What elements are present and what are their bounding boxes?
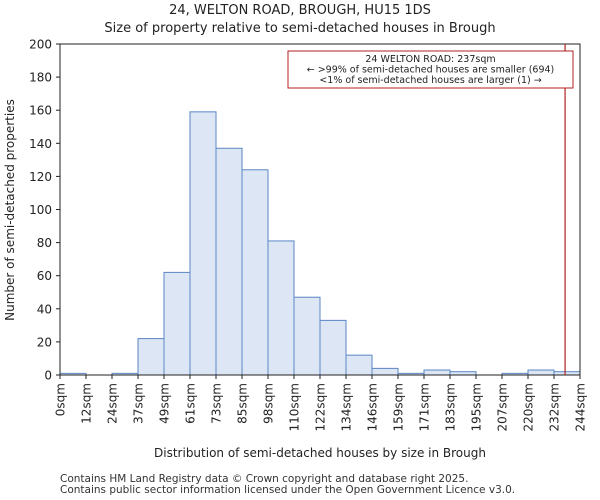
- footer-licence: Contains public sector information licen…: [60, 484, 516, 496]
- x-tick-label: 12sqm: [80, 383, 94, 424]
- bar-171-183: [423, 369, 451, 376]
- bar-98-110: [267, 240, 295, 376]
- annotation-line: <1% of semi-detached houses are larger (…: [319, 75, 541, 86]
- x-tick-label: 24sqm: [106, 383, 120, 424]
- bar-61-73: [189, 111, 217, 376]
- bar-122-134: [319, 319, 347, 376]
- y-tick-label: 20: [37, 335, 52, 349]
- annotation-box: [287, 50, 574, 89]
- x-tick-label: 98sqm: [262, 383, 276, 424]
- bar-73-85: [215, 147, 243, 376]
- y-tick-label: 160: [29, 104, 52, 118]
- chart-title: 24, WELTON ROAD, BROUGH, HU15 1DS: [169, 3, 431, 18]
- x-tick-label: 220sqm: [522, 383, 536, 431]
- bar-110-122: [293, 296, 321, 376]
- bar-49-61: [163, 271, 191, 376]
- y-tick-label: 60: [37, 269, 52, 283]
- x-tick-label: 49sqm: [158, 383, 172, 424]
- y-tick-label: 200: [29, 38, 52, 52]
- x-tick-label: 146sqm: [366, 383, 380, 431]
- y-tick-label: 120: [29, 170, 52, 184]
- bar-134-146: [345, 354, 373, 376]
- x-tick-label: 171sqm: [418, 383, 432, 431]
- x-tick-label: 61sqm: [184, 383, 198, 424]
- y-tick-label: 80: [37, 236, 52, 250]
- x-tick-label: 73sqm: [210, 383, 224, 424]
- x-tick-label: 244sqm: [574, 383, 588, 431]
- x-tick-label: 122sqm: [314, 383, 328, 431]
- x-tick-label: 85sqm: [236, 383, 250, 424]
- x-tick-label: 0sqm: [54, 383, 68, 416]
- x-tick-label: 183sqm: [444, 383, 458, 431]
- bar-85-98: [241, 169, 269, 376]
- y-tick-label: 100: [29, 203, 52, 217]
- y-axis-label: Number of semi-detached properties: [3, 99, 17, 321]
- annotation-line: ← >99% of semi-detached houses are small…: [307, 65, 555, 76]
- x-tick-label: 232sqm: [548, 383, 562, 431]
- y-tick-label: 0: [44, 369, 52, 383]
- x-tick-label: 159sqm: [392, 383, 406, 431]
- y-tick-label: 40: [37, 302, 52, 316]
- x-tick-label: 134sqm: [340, 383, 354, 431]
- chart-subtitle: Size of property relative to semi-detach…: [104, 21, 496, 36]
- bar-37-49: [137, 338, 165, 376]
- y-tick-label: 140: [29, 137, 52, 151]
- bar-146-159: [371, 367, 399, 376]
- bar-220-232: [527, 369, 555, 376]
- footer-copyright: Contains HM Land Registry data © Crown c…: [60, 473, 469, 485]
- x-tick-label: 110sqm: [288, 383, 302, 431]
- x-tick-label: 207sqm: [496, 383, 510, 431]
- x-axis-label: Distribution of semi-detached houses by …: [154, 446, 486, 460]
- x-tick-label: 195sqm: [470, 383, 484, 431]
- annotation-line: 24 WELTON ROAD: 237sqm: [365, 54, 495, 65]
- x-tick-label: 37sqm: [132, 383, 146, 424]
- y-tick-label: 180: [29, 71, 52, 85]
